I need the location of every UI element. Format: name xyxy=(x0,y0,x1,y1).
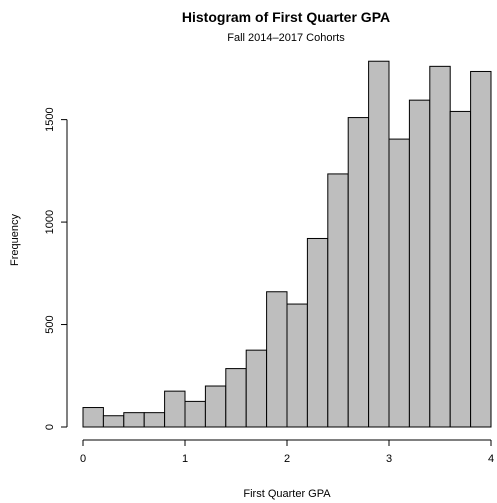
bars-group xyxy=(82,60,492,428)
x-axis: 0 1 2 3 4 xyxy=(80,439,494,465)
histogram-bar xyxy=(164,390,186,428)
histogram-bar xyxy=(449,110,472,428)
histogram-bar xyxy=(429,65,451,428)
histogram-bar xyxy=(408,99,431,428)
histogram-bar xyxy=(123,412,145,428)
y-tick-label: 1500 xyxy=(44,107,56,131)
histogram-bar xyxy=(470,70,492,428)
histogram-bar xyxy=(184,400,206,428)
chart-subtitle: Fall 2014–2017 Cohorts xyxy=(227,32,345,44)
histogram-bar xyxy=(368,60,390,428)
y-tick-label: 0 xyxy=(44,424,56,430)
histogram-bar xyxy=(225,368,247,428)
histogram-bar xyxy=(245,349,268,428)
chart-title: Histogram of First Quarter GPA xyxy=(182,9,390,25)
histogram-bar xyxy=(82,407,104,428)
histogram-bar xyxy=(327,173,349,428)
histogram-bar xyxy=(102,415,125,428)
x-tick-label: 4 xyxy=(488,453,494,465)
histogram-bar xyxy=(388,138,410,428)
y-axis-label: Frequency xyxy=(9,214,21,266)
x-tick-label: 1 xyxy=(182,453,188,465)
x-tick-label: 3 xyxy=(386,453,392,465)
x-tick-label: 0 xyxy=(80,453,86,465)
histogram-bar xyxy=(286,303,308,428)
x-tick-label: 2 xyxy=(284,453,290,465)
histogram-bar xyxy=(266,291,288,428)
y-tick-label: 1000 xyxy=(44,210,56,234)
y-tick-label: 500 xyxy=(44,315,56,333)
histogram-bar xyxy=(347,117,370,428)
histogram-bar xyxy=(143,412,166,428)
y-axis: 0 500 1000 1500 xyxy=(44,107,68,430)
histogram-bar xyxy=(204,385,227,428)
x-axis-label: First Quarter GPA xyxy=(243,488,331,500)
histogram-bar xyxy=(306,237,329,428)
